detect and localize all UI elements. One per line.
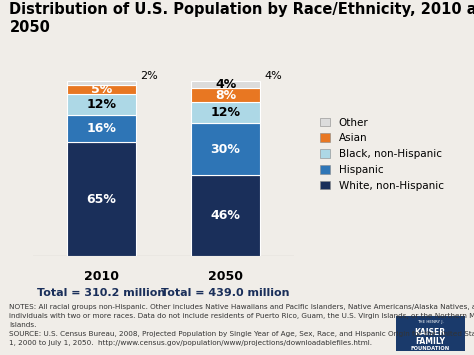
Text: KAISER: KAISER xyxy=(415,328,446,337)
Text: 16%: 16% xyxy=(87,122,117,135)
Text: Distribution of U.S. Population by Race/Ethnicity, 2010 and
2050: Distribution of U.S. Population by Race/… xyxy=(9,2,474,36)
Legend: Other, Asian, Black, non-Hispanic, Hispanic, White, non-Hispanic: Other, Asian, Black, non-Hispanic, Hispa… xyxy=(320,118,444,191)
Text: FAMILY: FAMILY xyxy=(415,337,445,346)
Bar xyxy=(191,81,260,88)
Text: 8%: 8% xyxy=(215,89,236,102)
Text: THE HENRY J.: THE HENRY J. xyxy=(417,320,444,324)
Text: individuals with two or more races. Data do not include residents of Puerto Rico: individuals with two or more races. Data… xyxy=(9,313,474,319)
Bar xyxy=(191,88,260,102)
Text: 5%: 5% xyxy=(91,83,112,96)
Bar xyxy=(67,142,136,256)
Text: 1, 2000 to July 1, 2050.  http://www.census.gov/population/www/projections/downl: 1, 2000 to July 1, 2050. http://www.cens… xyxy=(9,340,373,346)
Text: 12%: 12% xyxy=(210,106,241,119)
Text: 30%: 30% xyxy=(210,143,240,156)
Text: Islands.: Islands. xyxy=(9,322,37,328)
Bar xyxy=(67,81,136,85)
Text: FOUNDATION: FOUNDATION xyxy=(410,346,450,351)
Bar xyxy=(67,115,136,142)
Text: 2%: 2% xyxy=(141,71,158,81)
Text: Total = 439.0 million: Total = 439.0 million xyxy=(161,288,290,297)
Text: NOTES: All racial groups non-Hispanic. Other includes Native Hawaiians and Pacif: NOTES: All racial groups non-Hispanic. O… xyxy=(9,304,474,310)
Text: SOURCE: U.S. Census Bureau, 2008, Projected Population by Single Year of Age, Se: SOURCE: U.S. Census Bureau, 2008, Projec… xyxy=(9,331,474,337)
Bar xyxy=(191,102,260,123)
Text: 12%: 12% xyxy=(86,98,117,111)
Text: 4%: 4% xyxy=(215,78,236,92)
Text: 4%: 4% xyxy=(264,71,283,81)
Bar xyxy=(191,175,260,256)
Text: 2050: 2050 xyxy=(208,270,243,283)
Text: 65%: 65% xyxy=(87,192,117,206)
Text: Total = 310.2 million: Total = 310.2 million xyxy=(37,288,165,297)
Bar xyxy=(67,85,136,94)
Text: 2010: 2010 xyxy=(84,270,119,283)
Bar xyxy=(191,123,260,175)
Text: 46%: 46% xyxy=(210,209,240,222)
Bar xyxy=(67,94,136,115)
